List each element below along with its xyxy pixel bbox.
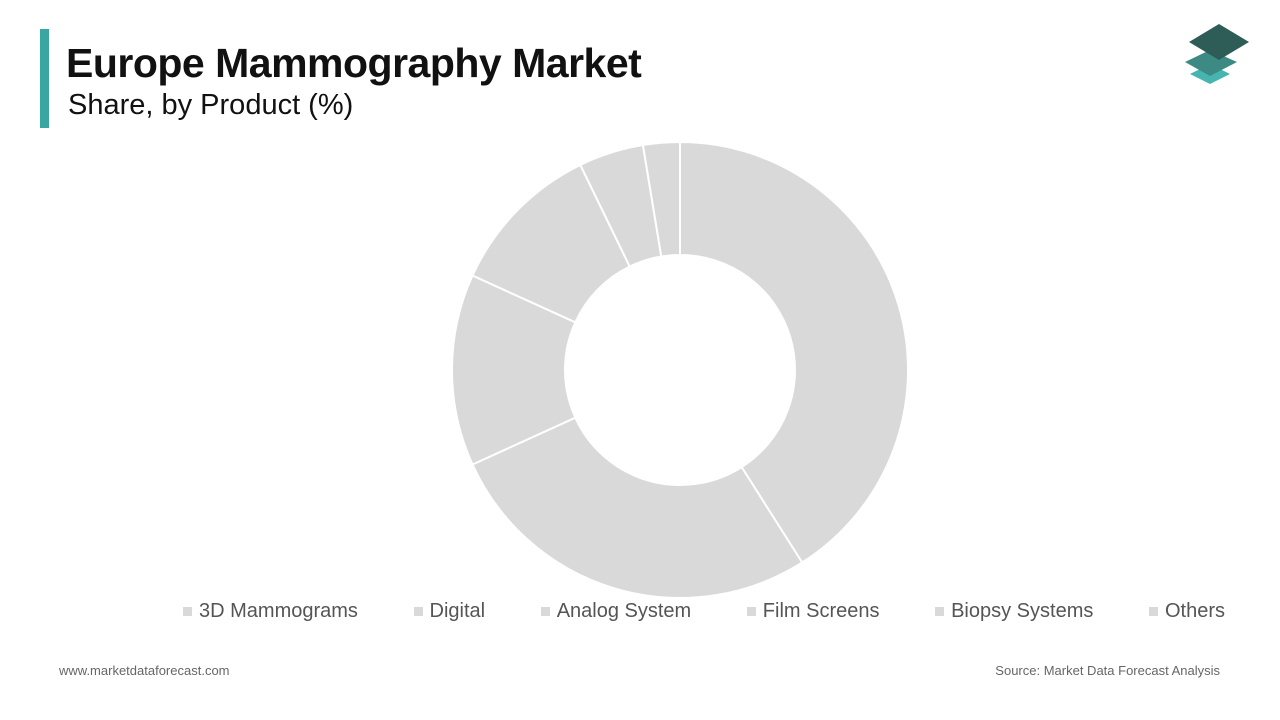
legend-item: Digital bbox=[413, 600, 486, 623]
logo bbox=[1185, 24, 1249, 84]
legend-label: Others bbox=[1164, 600, 1225, 622]
chart-title: Europe Mammography Market bbox=[66, 40, 642, 86]
legend-swatch bbox=[413, 607, 423, 616]
donut-segment bbox=[471, 416, 804, 599]
legend-label: 3D Mammograms bbox=[199, 600, 358, 622]
legend-swatch bbox=[1148, 607, 1158, 616]
chart bbox=[451, 140, 909, 599]
legend-item: Film Screens bbox=[746, 600, 880, 623]
legend-item: 3D Mammograms bbox=[183, 600, 358, 623]
legend-swatch bbox=[935, 607, 945, 616]
legend-label: Digital bbox=[429, 600, 486, 622]
legend-item: Analog System bbox=[540, 600, 692, 623]
legend-label: Analog System bbox=[556, 600, 692, 622]
title-accent bbox=[40, 29, 49, 128]
donut-segment bbox=[641, 140, 681, 258]
legend: 3D Mammograms Digital Analog System Film Sc… bbox=[183, 600, 1225, 623]
source: Source: Market Data Forecast Analysis bbox=[995, 663, 1220, 678]
legend-label: Biopsy Systems bbox=[951, 600, 1094, 622]
legend-swatch bbox=[746, 607, 756, 616]
legend-item: Biopsy Systems bbox=[935, 600, 1093, 623]
donut-segment bbox=[451, 274, 577, 466]
legend-label: Film Screens bbox=[762, 600, 880, 622]
legend-item: Others bbox=[1148, 600, 1225, 623]
legend-swatch bbox=[540, 607, 550, 616]
website: www.marketdataforecast.com bbox=[59, 663, 230, 678]
chart-subtitle: Share, by Product (%) bbox=[68, 89, 354, 121]
legend-swatch bbox=[183, 607, 192, 616]
donut-segment bbox=[679, 140, 909, 564]
